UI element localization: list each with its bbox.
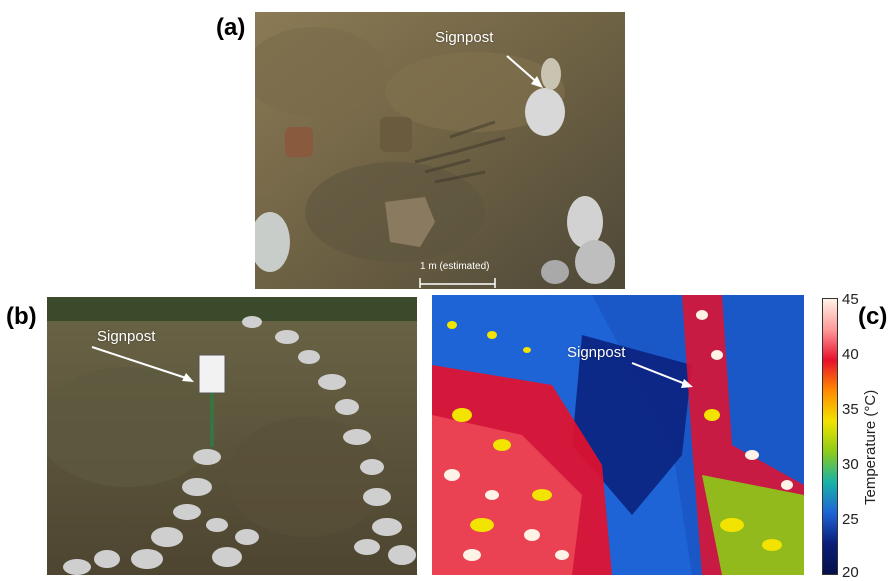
panel-label-c: (c) [858, 303, 888, 330]
colorbar-title: Temperature (°C) [862, 389, 879, 505]
photo-a-streambed: Signpost 1 m (estimated) [255, 12, 625, 289]
colorbar-tick-40: 40 [842, 346, 859, 363]
thermal-graphic [432, 295, 804, 575]
colorbar-tick-35: 35 [842, 401, 859, 418]
colorbar-gradient [823, 299, 837, 574]
signpost-annotation-b: Signpost [97, 328, 156, 345]
colorbar-tick-20: 20 [842, 564, 859, 581]
photo-b-graphic [47, 297, 417, 575]
photo-a-graphic [255, 12, 625, 289]
colorbar-tick-45: 45 [842, 291, 859, 308]
colorbar-tick-30: 30 [842, 456, 859, 473]
colorbar-tick-25: 25 [842, 511, 859, 528]
panel-label-a: (a) [216, 14, 246, 41]
photo-b-streambed: Signpost [47, 297, 417, 575]
thermal-image-c: Signpost [432, 295, 804, 575]
signpost-annotation-a: Signpost [435, 29, 494, 46]
signpost-annotation-c: Signpost [567, 344, 626, 361]
scale-bar-label: 1 m (estimated) [420, 261, 490, 272]
colorbar [822, 298, 838, 575]
panel-label-b: (b) [6, 303, 37, 330]
